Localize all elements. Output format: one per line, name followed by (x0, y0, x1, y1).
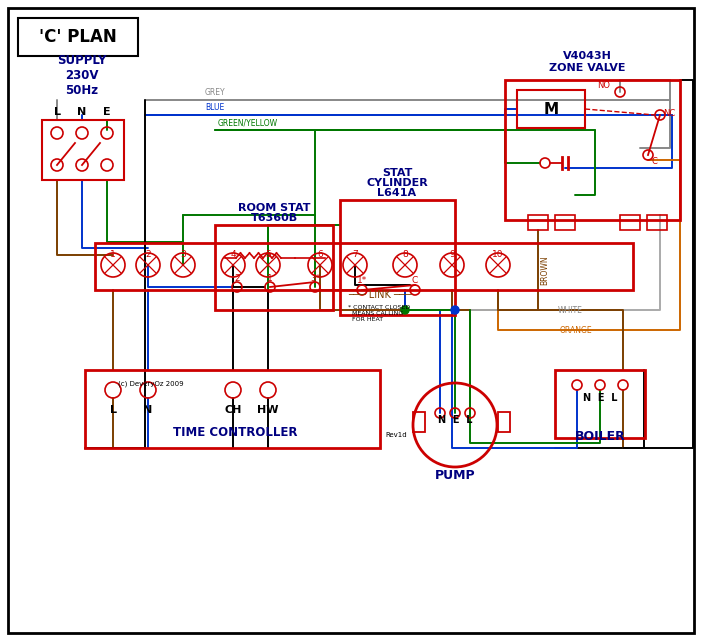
Text: ─── LINK ───: ─── LINK ─── (348, 290, 412, 300)
Bar (413, 412, 425, 432)
Text: NO: NO (597, 81, 610, 90)
Text: GREY: GREY (205, 88, 225, 97)
Text: (c) DeveryOz 2009: (c) DeveryOz 2009 (118, 380, 184, 387)
Text: 3: 3 (180, 249, 186, 258)
Text: CYLINDER: CYLINDER (366, 178, 428, 188)
Bar (555, 370, 645, 438)
Text: 1*: 1* (357, 276, 367, 285)
Text: 7: 7 (352, 249, 358, 258)
Text: ROOM STAT: ROOM STAT (238, 203, 310, 213)
Text: 3*: 3* (310, 274, 320, 283)
Text: 8: 8 (402, 249, 408, 258)
Text: 5: 5 (265, 249, 271, 258)
Text: SUPPLY
230V
50Hz: SUPPLY 230V 50Hz (58, 53, 107, 97)
Text: 2: 2 (234, 274, 240, 283)
Bar (340, 200, 455, 315)
Bar (517, 90, 585, 128)
Text: 4: 4 (230, 249, 236, 258)
Text: 1: 1 (267, 274, 273, 283)
Bar (95, 243, 633, 290)
Text: BOILER: BOILER (575, 429, 625, 442)
Text: C: C (651, 157, 657, 166)
Text: T6360B: T6360B (251, 213, 298, 223)
Text: 1: 1 (110, 249, 116, 258)
Text: Rev1d: Rev1d (385, 432, 406, 438)
Text: ORANGE: ORANGE (560, 326, 592, 335)
Text: 2: 2 (145, 249, 151, 258)
Text: L641A: L641A (378, 188, 416, 198)
Text: L: L (110, 405, 117, 415)
Circle shape (451, 306, 459, 314)
Bar (498, 412, 510, 432)
Text: M: M (543, 101, 559, 117)
Text: STAT: STAT (382, 168, 412, 178)
Bar (555, 215, 575, 230)
Text: V4043H: V4043H (562, 51, 611, 61)
Text: N: N (143, 405, 152, 415)
Text: GREEN/YELLOW: GREEN/YELLOW (218, 118, 278, 127)
Text: NC: NC (663, 108, 675, 117)
Text: N  E  L: N E L (438, 415, 472, 425)
Bar (85, 370, 380, 448)
Bar (18, 18, 138, 56)
Text: BLUE: BLUE (205, 103, 224, 112)
Text: WHITE: WHITE (558, 306, 583, 315)
Text: BROWN: BROWN (540, 255, 549, 285)
Bar (620, 215, 640, 230)
Text: CH: CH (225, 405, 241, 415)
Text: ZONE VALVE: ZONE VALVE (549, 63, 625, 73)
Text: 6: 6 (317, 249, 323, 258)
Text: TIME CONTROLLER: TIME CONTROLLER (173, 426, 297, 438)
Bar (42, 120, 124, 180)
Bar (647, 215, 667, 230)
Bar (528, 215, 548, 230)
Bar (215, 225, 333, 310)
Text: E: E (103, 107, 111, 117)
Circle shape (401, 306, 409, 314)
Text: 10: 10 (492, 249, 504, 258)
Text: * CONTACT CLOSED
  MEANS CALLING
  FOR HEAT: * CONTACT CLOSED MEANS CALLING FOR HEAT (348, 305, 410, 322)
Text: HW: HW (257, 405, 279, 415)
Text: 9: 9 (449, 249, 455, 258)
Text: N: N (77, 107, 86, 117)
Bar (505, 80, 680, 220)
Text: C: C (412, 276, 418, 285)
Text: L: L (53, 107, 60, 117)
Text: PUMP: PUMP (435, 469, 475, 481)
Text: N  E  L: N E L (583, 393, 617, 403)
Text: 'C' PLAN: 'C' PLAN (39, 28, 117, 46)
